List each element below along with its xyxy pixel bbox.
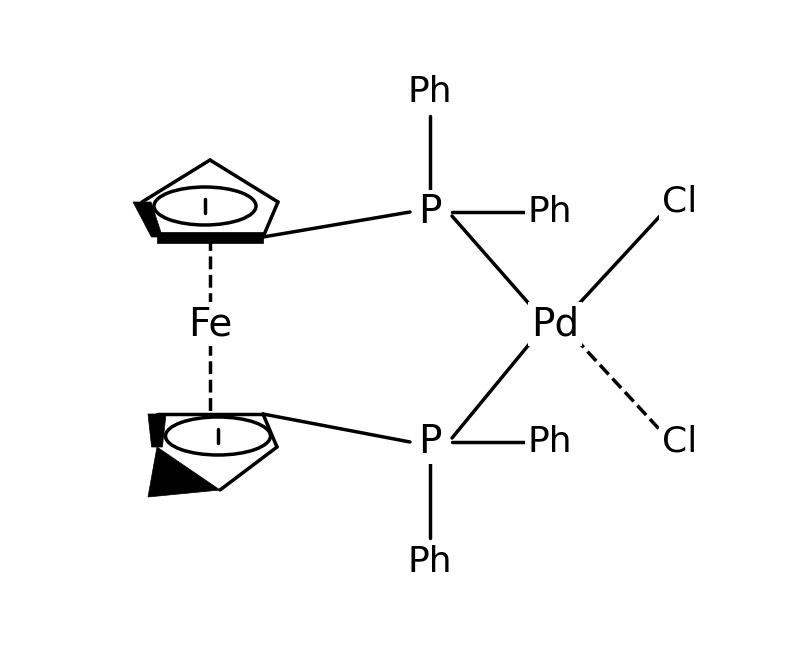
Text: Ph: Ph — [528, 195, 572, 229]
Text: Fe: Fe — [188, 305, 232, 343]
Text: Pd: Pd — [531, 305, 579, 343]
Polygon shape — [148, 414, 166, 447]
Text: Ph: Ph — [408, 75, 452, 109]
Polygon shape — [148, 447, 220, 497]
Text: Ph: Ph — [408, 545, 452, 579]
Text: Cl: Cl — [662, 185, 698, 219]
Polygon shape — [157, 232, 263, 243]
Polygon shape — [133, 202, 162, 237]
Text: P: P — [418, 193, 442, 231]
Text: Cl: Cl — [662, 425, 698, 459]
Text: P: P — [418, 423, 442, 461]
Text: Ph: Ph — [528, 425, 572, 459]
